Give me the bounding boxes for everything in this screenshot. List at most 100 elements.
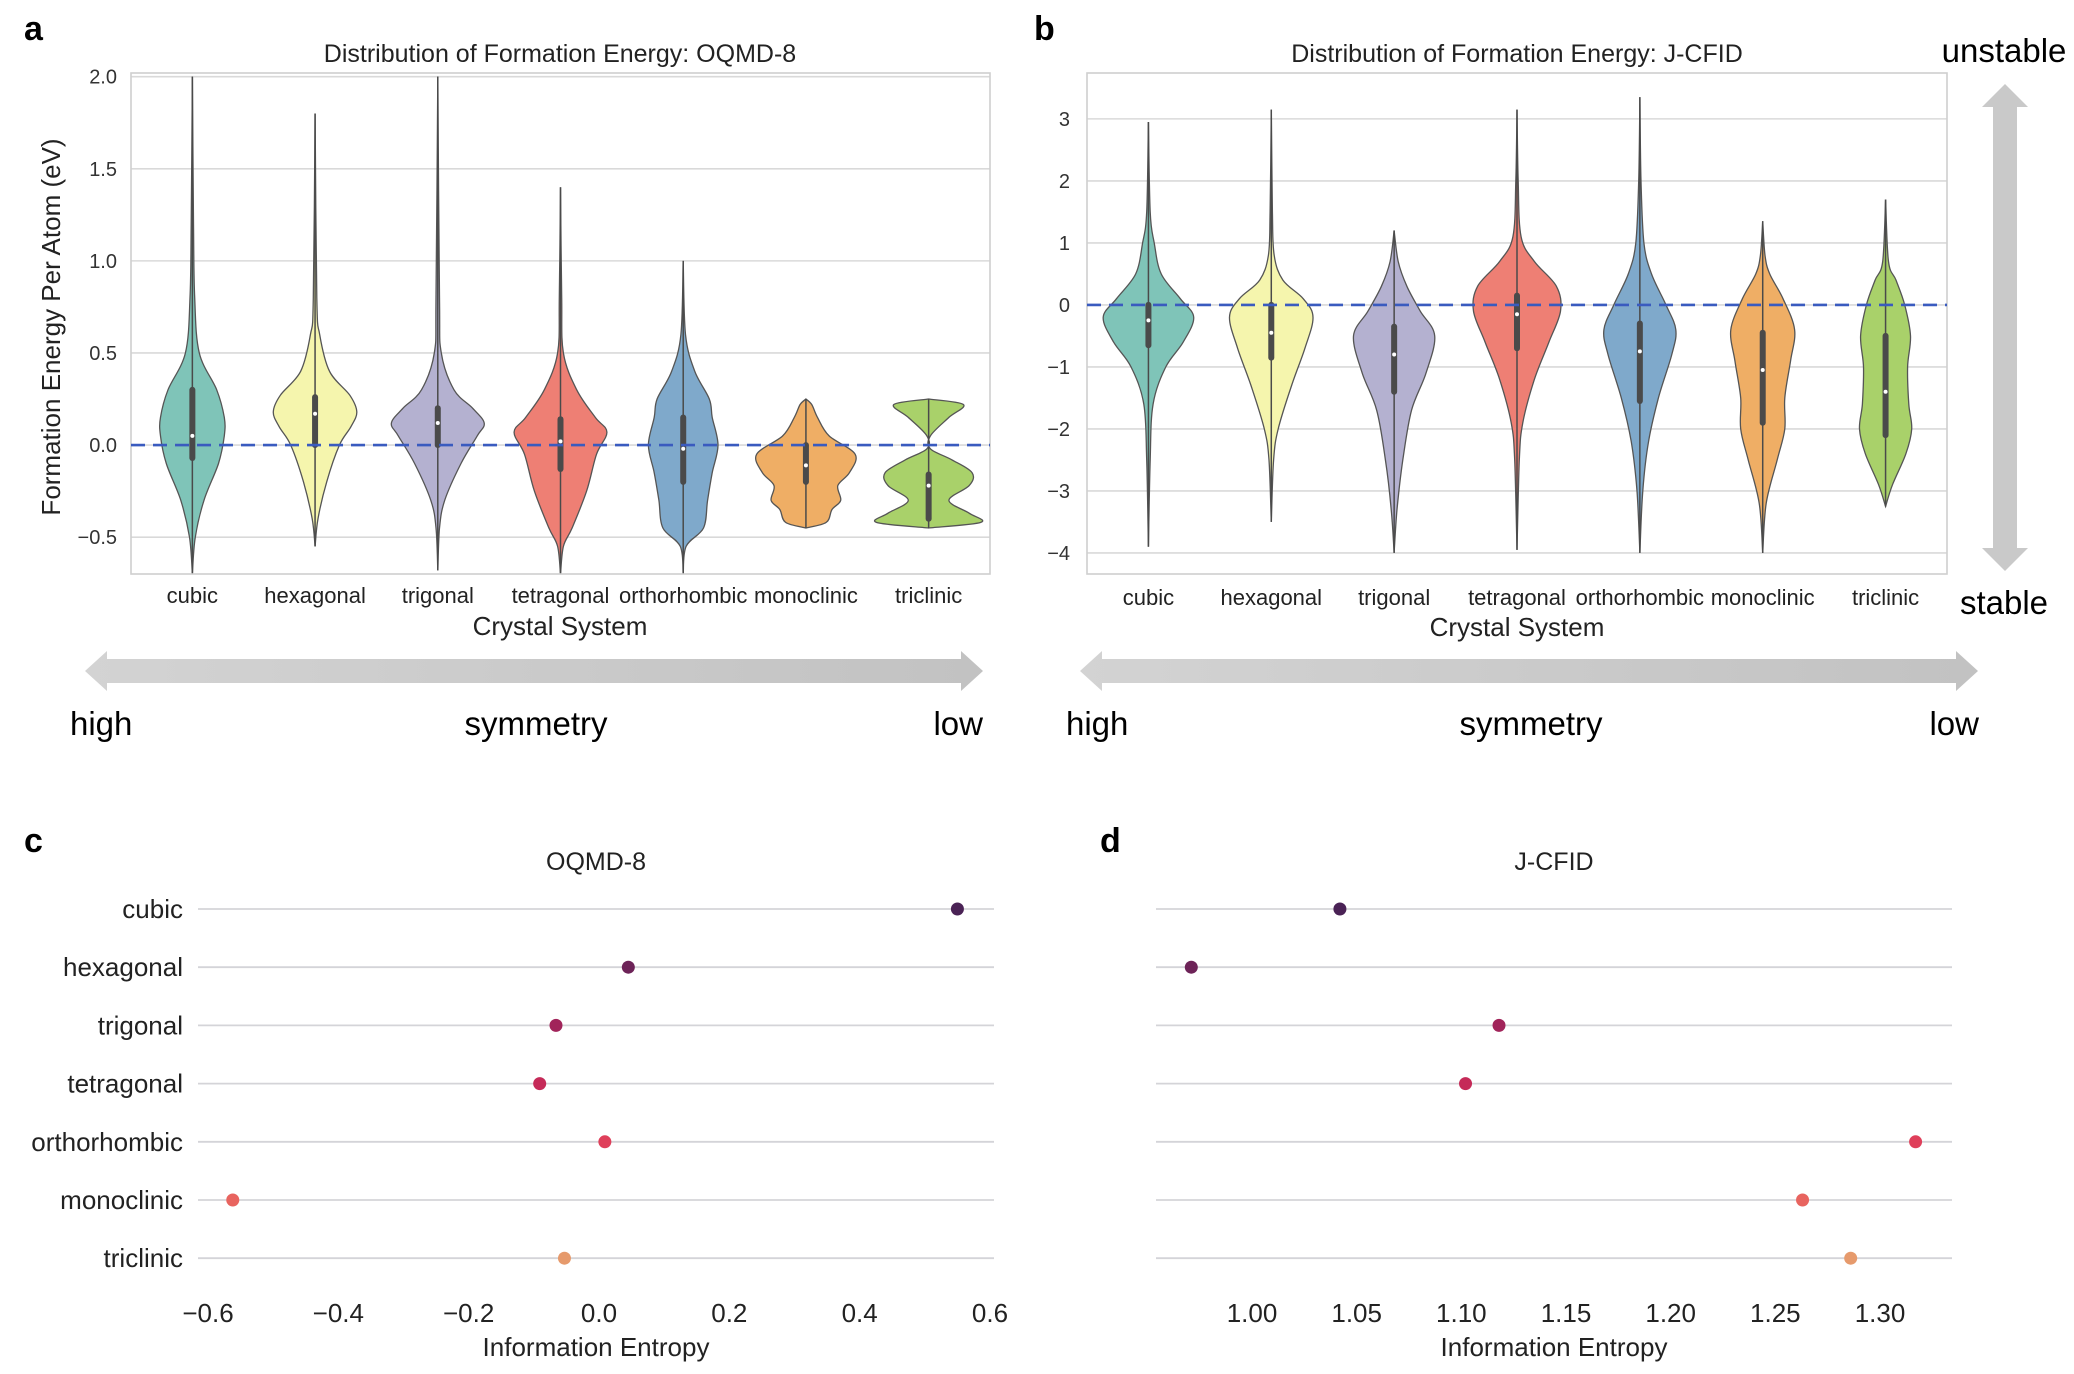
double-horizontal-arrow-icon: [85, 651, 983, 691]
row-orthorhombic: orthorhombic: [31, 1127, 994, 1157]
x-tick-label: 1.25: [1750, 1298, 1801, 1328]
violin-median: [681, 446, 686, 451]
chart-title: Distribution of Formation Energy: OQMD-8: [324, 40, 796, 68]
violin-hexagonal: [272, 113, 358, 547]
data-point-trigonal: [1492, 1018, 1506, 1032]
x-tick-label: cubic: [167, 583, 218, 608]
y-category-label: hexagonal: [63, 952, 183, 982]
row-trigonal: [1156, 1018, 1952, 1032]
violin-median: [1883, 389, 1888, 394]
row-hexagonal: hexagonal: [63, 952, 994, 982]
violin-chart-jcfid: Distribution of Formation Energy: J-CFID…: [1047, 40, 1948, 642]
x-axis-label: Information Entropy: [1441, 1332, 1668, 1362]
stable-label: stable: [1960, 584, 2048, 621]
x-axis-label: Information Entropy: [483, 1332, 710, 1362]
row-monoclinic: monoclinic: [60, 1185, 994, 1215]
row-tetragonal: tetragonal: [67, 1069, 994, 1099]
y-tick-label: −1: [1047, 357, 1070, 379]
violin-median: [803, 463, 808, 468]
x-tick-label: tetragonal: [512, 583, 610, 608]
x-tick-label: triclinic: [895, 583, 962, 608]
violin-median: [313, 411, 318, 416]
y-tick-label: −2: [1047, 419, 1070, 441]
y-tick-label: −0.5: [78, 527, 117, 549]
symmetry-low-label: low: [1929, 705, 1979, 742]
data-point-monoclinic: [1796, 1193, 1810, 1207]
violin-monoclinic: [1729, 221, 1796, 553]
x-tick-label: 0.4: [842, 1298, 878, 1328]
x-tick-label: 1.05: [1331, 1298, 1382, 1328]
data-point-triclinic: [557, 1251, 571, 1265]
data-point-orthorhombic: [1909, 1135, 1923, 1149]
violin-trigonal: [390, 76, 485, 571]
data-point-trigonal: [549, 1018, 563, 1032]
y-tick-label: 1.5: [89, 159, 117, 181]
category-rows: [1156, 902, 1952, 1265]
x-tick-label: trigonal: [402, 583, 474, 608]
violin-median: [926, 483, 931, 488]
category-rows: cubic hexagonal trigonal tetragonal orthorho…: [31, 894, 994, 1273]
x-tick-label: 1.15: [1541, 1298, 1592, 1328]
violin-median: [1146, 318, 1151, 323]
panel-letter-b: b: [1034, 10, 1055, 48]
y-tick-labels: −0.5 0.0 0.5 1.0 1.5 2.0: [78, 67, 117, 549]
x-tick-label: 1.00: [1227, 1298, 1278, 1328]
data-point-hexagonal: [621, 960, 635, 974]
row-cubic: cubic: [122, 894, 994, 924]
x-tick-label: monoclinic: [1711, 585, 1815, 610]
data-point-cubic: [1333, 902, 1347, 916]
x-tick-label: −0.6: [182, 1298, 233, 1328]
x-tick-labels: −0.6 −0.4 −0.2 0.0 0.2 0.4 0.6: [182, 1298, 1008, 1328]
symmetry-low-label: low: [933, 705, 983, 742]
x-tick-label: 0.6: [972, 1298, 1008, 1328]
panel-letter-d: d: [1100, 822, 1121, 860]
x-tick-label: 1.20: [1645, 1298, 1696, 1328]
y-category-label: cubic: [122, 894, 183, 924]
x-tick-label: tetragonal: [1468, 585, 1566, 610]
x-tick-label: orthorhombic: [1576, 585, 1704, 610]
x-tick-label: 1.30: [1855, 1298, 1906, 1328]
x-tick-labels: cubic hexagonal trigonal tetragonal orthorho…: [167, 583, 963, 608]
x-axis-label: Crystal System: [1430, 612, 1605, 642]
y-tick-label: −4: [1047, 543, 1070, 565]
row-triclinic: triclinic: [104, 1243, 994, 1273]
violin-cubic: [158, 76, 226, 575]
x-tick-label: −0.2: [443, 1298, 494, 1328]
double-horizontal-arrow-icon: [1080, 651, 1978, 691]
y-tick-label: 0.0: [89, 435, 117, 457]
stability-arrow: unstable stable: [1942, 32, 2067, 621]
x-tick-label: 1.10: [1436, 1298, 1487, 1328]
y-category-label: tetragonal: [67, 1069, 183, 1099]
plot-frame: [1086, 72, 1948, 575]
data-point-cubic: [950, 902, 964, 916]
y-tick-label: 2.0: [89, 67, 117, 89]
row-trigonal: trigonal: [98, 1010, 994, 1040]
row-tetragonal: [1156, 1077, 1952, 1091]
row-hexagonal: [1156, 960, 1952, 974]
violin-cubic: [1102, 121, 1195, 547]
data-point-triclinic: [1844, 1251, 1858, 1265]
symmetry-label: symmetry: [465, 705, 608, 742]
violin-median: [558, 439, 563, 444]
data-point-tetragonal: [533, 1077, 547, 1091]
violins: [158, 76, 984, 575]
y-tick-label: 0.5: [89, 343, 117, 365]
x-tick-label: monoclinic: [754, 583, 858, 608]
violin-median: [435, 420, 440, 425]
violin-hexagonal: [1228, 109, 1314, 522]
violin-triclinic: [873, 398, 984, 529]
violin-median: [190, 433, 195, 438]
violin-orthorhombic: [647, 260, 719, 575]
x-tick-label: triclinic: [1852, 585, 1919, 610]
x-tick-label: −0.4: [313, 1298, 364, 1328]
y-tick-label: 2: [1059, 171, 1070, 193]
plot-frame: [130, 72, 991, 575]
violin-monoclinic: [755, 398, 857, 529]
panel-letter-a: a: [24, 10, 44, 48]
symmetry-arrow-b: high symmetry low: [1066, 651, 1979, 742]
violin-triclinic: [1858, 199, 1913, 509]
y-category-label: triclinic: [104, 1243, 183, 1273]
violin-trigonal: [1352, 230, 1436, 553]
x-tick-label: cubic: [1123, 585, 1174, 610]
